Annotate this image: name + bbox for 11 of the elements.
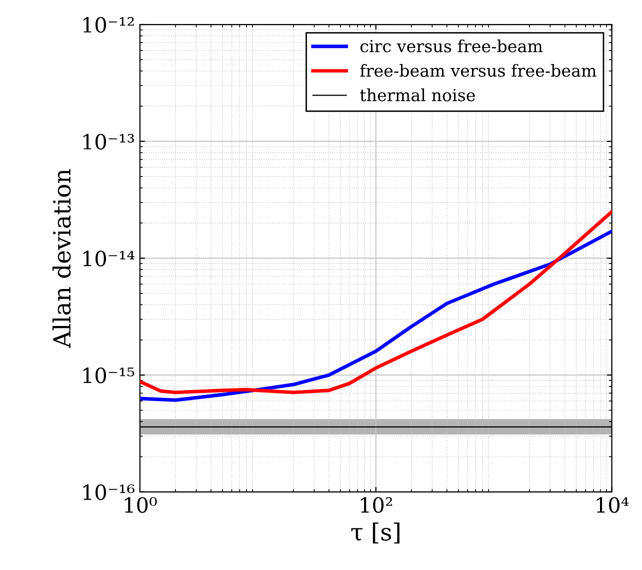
legend-label: circ versus free-beam [360,40,543,52]
y-tick-label: 10⁻¹⁴ [83,250,134,266]
y-axis-title: Allan deviation [52,169,71,348]
legend-label: free-beam versus free-beam [360,64,596,77]
x-tick-label: 10⁴ [596,497,629,513]
y-tick-label: 10⁻¹³ [83,134,134,150]
legend-label: thermal noise [360,88,475,102]
x-tick-label: 10² [361,497,392,513]
y-tick-label: 10⁻¹⁵ [83,368,134,384]
x-axis-title: τ [s] [351,522,400,544]
y-tick-label: 10⁻¹² [83,16,134,33]
